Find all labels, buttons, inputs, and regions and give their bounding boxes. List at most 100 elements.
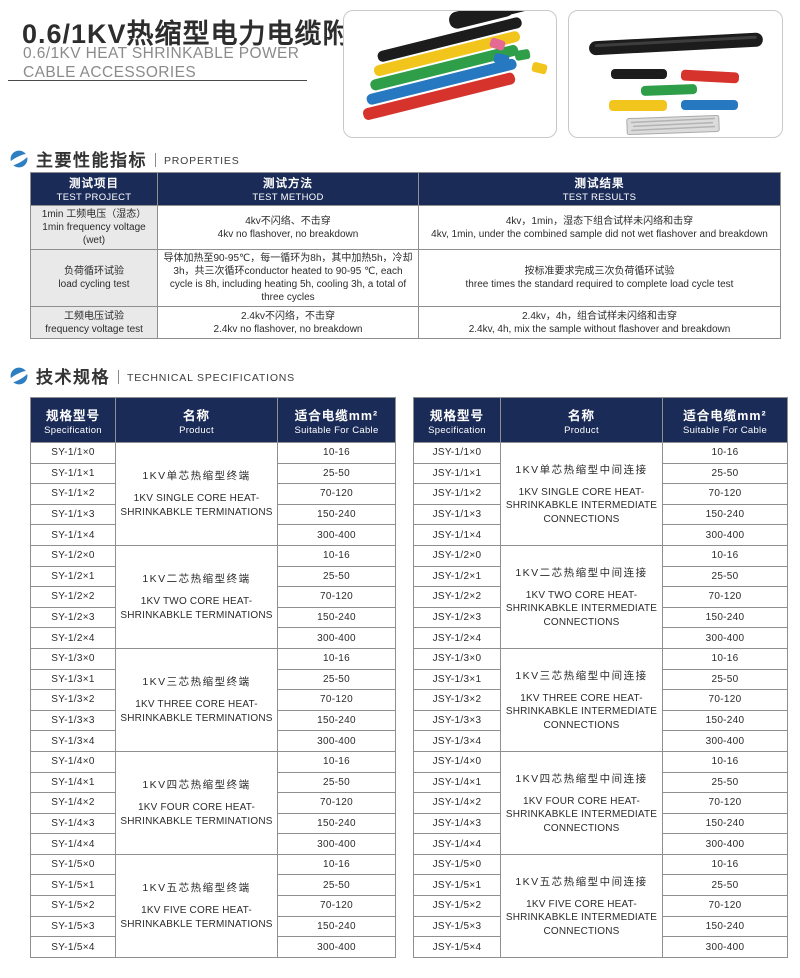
spec-row: SY-1/3×4 300-400 <box>30 730 396 752</box>
spec-model: JSY-1/5×0 <box>413 853 501 876</box>
small-tube-black <box>611 69 667 79</box>
spec-model: JSY-1/1×2 <box>413 483 501 505</box>
product-name-en: 1KV TWO CORE HEAT-SHRINKABKLE TERMINATIO… <box>120 596 273 621</box>
spec-row: JSY-1/3×0 1KV三芯热缩型中间连接 1KV THREE CORE HEAT… <box>413 647 788 752</box>
spec-row: SY-1/5×2 70-120 <box>30 895 396 917</box>
tube-blue <box>366 58 517 105</box>
spec-header-row: 规格型号 Specification 名称 Product 适合电缆mm² Su… <box>30 397 396 443</box>
specifications-section-heading: 技术规格 TECHNICAL SPECIFICATIONS <box>10 363 295 388</box>
properties-section-heading: 主要性能指标 PROPERTIES <box>10 146 240 171</box>
connections-spec-table: 规格型号 Specification 名称 Product 适合电缆mm² Su… <box>413 397 788 958</box>
cable-range: 300-400 <box>277 833 396 855</box>
test-results-cell: 2.4kv，4h，组合试样未闪络和击穿 2.4kv, 4h, mix the s… <box>418 306 781 339</box>
spec-row: SY-1/4×4 300-400 <box>30 833 396 855</box>
tube-green <box>370 45 519 91</box>
product-name-en: 1KV THREE CORE HEAT-SHRINKABKLE INTERMED… <box>505 692 658 731</box>
spec-model: SY-1/2×0 <box>30 544 116 567</box>
spec-row: JSY-1/3×2 70-120 <box>413 689 788 711</box>
foil-packet <box>626 114 720 136</box>
cable-range: 10-16 <box>662 750 788 773</box>
spec-row: SY-1/1×0 1KV单芯热缩型终端 1KV SINGLE CORE HEAT-S… <box>30 442 396 546</box>
properties-row: 工频电压试验 frequency voltage test 2.4kv不闪络，不… <box>30 306 781 339</box>
test-results-cell: 4kv，1min，湿态下组合试样未闪络和击穿 4kv, 1min, under … <box>418 205 781 250</box>
cable-range: 150-240 <box>662 503 788 526</box>
spec-model: JSY-1/2×3 <box>413 606 501 629</box>
spec-row: SY-1/2×4 300-400 <box>30 627 396 649</box>
spec-row: JSY-1/3×4 300-400 <box>413 730 788 752</box>
spec-model: SY-1/2×3 <box>30 606 116 629</box>
spec-model: JSY-1/3×2 <box>413 689 501 711</box>
spec-model: SY-1/2×2 <box>30 586 116 608</box>
product-photo-connections <box>568 10 783 138</box>
cable-range: 300-400 <box>277 524 396 546</box>
product-name-zh: 1KV四芯热缩型中间连接 <box>515 772 648 785</box>
spec-row: JSY-1/5×1 25-50 <box>413 874 788 897</box>
cable-range: 70-120 <box>662 689 788 711</box>
cable-range: 300-400 <box>277 730 396 752</box>
product-name-en: 1KV TWO CORE HEAT-SHRINKABKLE INTERMEDIA… <box>505 589 658 628</box>
spec-model: SY-1/4×0 <box>30 750 116 773</box>
spec-row: SY-1/1×4 300-400 <box>30 524 396 546</box>
product-name: 1KV单芯热缩型中间连接 1KV SINGLE CORE HEAT-SHRINKA… <box>500 442 663 546</box>
bullet-swoosh <box>10 370 28 383</box>
product-name: 1KV三芯热缩型终端 1KV THREE CORE HEAT-SHRINKABKL… <box>115 647 278 752</box>
spec-row: JSY-1/1×0 1KV单芯热缩型中间连接 1KV SINGLE CORE HEA… <box>413 442 788 546</box>
cable-range: 300-400 <box>662 524 788 546</box>
spec-model: JSY-1/5×3 <box>413 915 501 938</box>
test-results-cell: 按标准要求完成三次负荷循环试验 three times the standard… <box>418 249 781 307</box>
properties-heading-en: PROPERTIES <box>164 154 240 167</box>
page-subtitle-line2: CABLE ACCESSORIES <box>23 63 197 81</box>
spec-model: SY-1/3×3 <box>30 709 116 732</box>
small-tube-blue <box>681 100 738 110</box>
spec-model: JSY-1/3×1 <box>413 668 501 691</box>
cable-range: 10-16 <box>277 647 396 670</box>
spec-model: JSY-1/1×4 <box>413 524 501 546</box>
product-name-en: 1KV THREE CORE HEAT-SHRINKABKLE TERMINAT… <box>120 699 273 724</box>
spec-header-row: 规格型号 Specification 名称 Product 适合电缆mm² Su… <box>413 397 788 443</box>
spec-model: JSY-1/2×2 <box>413 586 501 608</box>
col-test-results: 测试结果 TEST RESULTS <box>418 172 781 206</box>
cable-range: 10-16 <box>277 544 396 567</box>
spec-model: SY-1/4×4 <box>30 833 116 855</box>
cable-range: 150-240 <box>662 709 788 732</box>
spec-model: SY-1/4×2 <box>30 792 116 814</box>
cable-range: 70-120 <box>662 483 788 505</box>
cable-range: 150-240 <box>662 915 788 938</box>
spec-row: SY-1/5×1 25-50 <box>30 874 396 897</box>
cable-range: 25-50 <box>662 874 788 897</box>
properties-table: 测试项目 TEST PROJECT 测试方法 TEST METHOD 测试结果 … <box>30 172 781 339</box>
spec-row: JSY-1/1×2 70-120 <box>413 483 788 505</box>
cable-range: 150-240 <box>662 812 788 835</box>
col-suitable-cable: 适合电缆mm² Suitable For Cable <box>277 397 396 443</box>
spec-row: SY-1/4×1 25-50 <box>30 771 396 794</box>
product-name: 1KV五芯热缩型中间连接 1KV FIVE CORE HEAT-SHRINKABK… <box>500 853 663 958</box>
product-name-en: 1KV SINGLE CORE HEAT-SHRINKABKLE INTERME… <box>505 486 658 525</box>
product-name-zh: 1KV四芯热缩型终端 <box>142 779 251 792</box>
product-name-zh: 1KV三芯热缩型中间连接 <box>515 669 648 682</box>
product-name: 1KV二芯热缩型中间连接 1KV TWO CORE HEAT-SHRINKABKL… <box>500 544 663 649</box>
shrink-rings <box>489 37 548 75</box>
cable-range: 300-400 <box>277 936 396 958</box>
spec-row: SY-1/3×0 1KV三芯热缩型终端 1KV THREE CORE HEAT-SH… <box>30 647 396 752</box>
cable-range: 70-120 <box>277 689 396 711</box>
cable-range: 25-50 <box>662 565 788 588</box>
spec-row: SY-1/3×2 70-120 <box>30 689 396 711</box>
col-product: 名称 Product <box>500 397 663 443</box>
test-method-cell: 4kv不闪络、不击穿 4kv no flashover, no breakdow… <box>157 205 419 250</box>
properties-row: 负荷循环试验 load cycling test 导体加热至90-95℃，每一循… <box>30 249 781 307</box>
spec-model: SY-1/1×1 <box>30 462 116 485</box>
product-name: 1KV四芯热缩型中间连接 1KV FOUR CORE HEAT-SHRINKABK… <box>500 750 663 855</box>
section-bullet-icon <box>10 150 28 167</box>
spec-model: JSY-1/4×3 <box>413 812 501 835</box>
test-project-cell: 负荷循环试验 load cycling test <box>30 249 158 307</box>
spec-row: JSY-1/5×4 300-400 <box>413 936 788 958</box>
connections-kit-illustration <box>589 32 763 136</box>
spec-row: JSY-1/1×1 25-50 <box>413 462 788 485</box>
foil-texture <box>630 117 716 132</box>
cable-range: 25-50 <box>662 462 788 485</box>
spec-model: JSY-1/5×1 <box>413 874 501 897</box>
spec-row: SY-1/4×0 1KV四芯热缩型终端 1KV FOUR CORE HEAT-SHR… <box>30 750 396 855</box>
cable-range: 10-16 <box>662 442 788 464</box>
cable-range: 70-120 <box>277 586 396 608</box>
spec-model: JSY-1/4×1 <box>413 771 501 794</box>
